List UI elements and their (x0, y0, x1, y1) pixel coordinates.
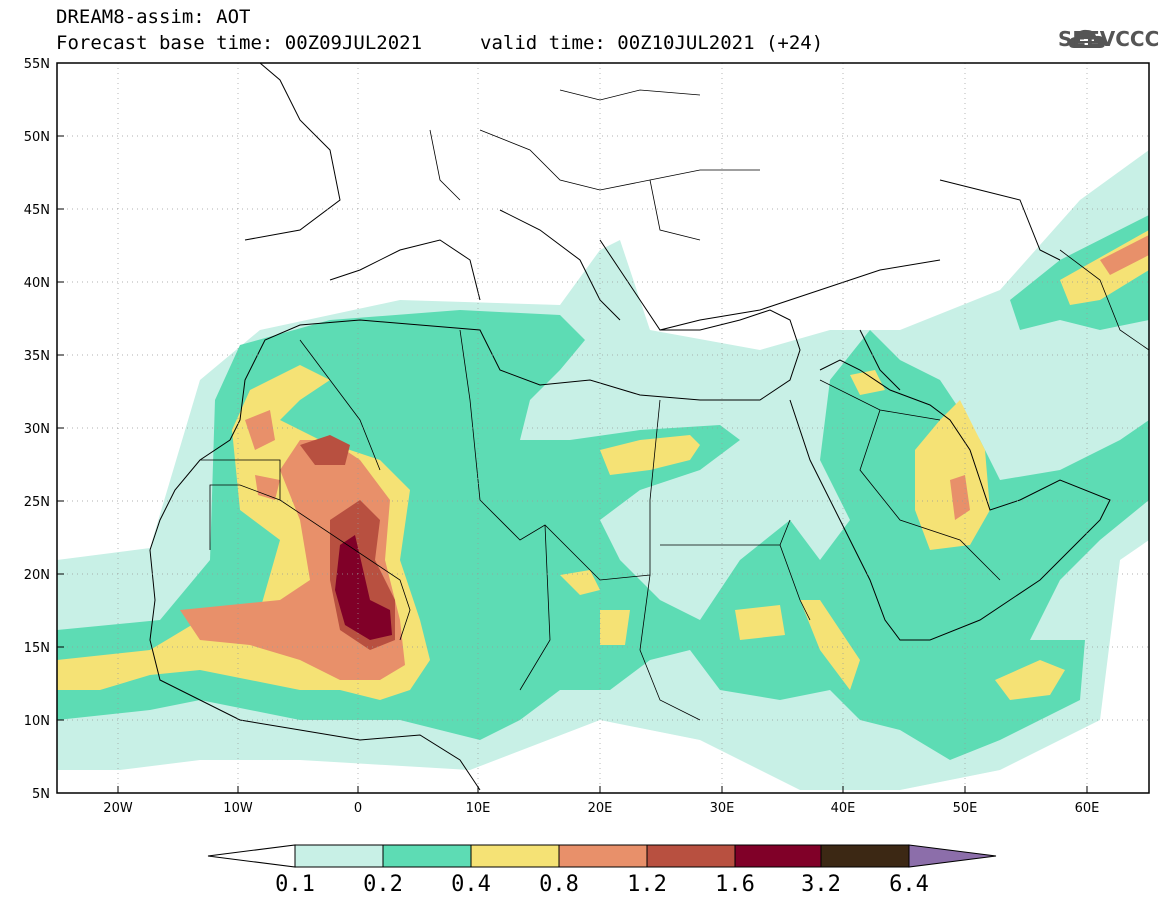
lon-label: 20W (103, 801, 133, 816)
lon-label: 40E (831, 801, 856, 816)
tick-marks (57, 135, 1088, 793)
colorbar-label: 0.4 (451, 872, 491, 897)
lon-label: 10W (223, 801, 253, 816)
aot-level-0.8-caspian (1100, 235, 1149, 275)
colorbar-swatch (382, 844, 472, 868)
colorbar-label: 0.1 (275, 872, 315, 897)
aot-level-0.4-arabia (915, 400, 990, 550)
colorbar-swatch (294, 844, 384, 868)
lon-label: 60E (1075, 801, 1100, 816)
lon-label: 10E (466, 801, 491, 816)
colorbar-swatch (820, 844, 910, 868)
logo-text: SEEVCCC (1058, 27, 1160, 51)
colorbar (207, 844, 997, 868)
lat-label: 20N (24, 568, 50, 583)
colorbar-label: 1.6 (715, 872, 755, 897)
lat-label: 35N (24, 349, 50, 364)
latitude-labels: 55N 50N 45N 40N 35N 30N 25N 20N 15N 10N … (24, 57, 50, 802)
aot-level-1.6 (335, 535, 392, 640)
longitude-labels: 20W 10W 0 10E 20E 30E 40E 50E 60E (103, 801, 1099, 816)
aot-level-0.8-morocco (245, 410, 280, 500)
aot-level-0.4-arabiansea (995, 660, 1065, 700)
colorbar-label: 6.4 (889, 872, 929, 897)
lat-label: 10N (24, 714, 50, 729)
forecast-base-time: Forecast base time: 00Z09JUL2021 (56, 32, 423, 54)
colorbar-label: 1.2 (627, 872, 667, 897)
aot-level-0.4-iraq (850, 370, 885, 395)
colorbar-swatch (734, 844, 822, 868)
coastlines (149, 63, 1111, 791)
lat-lon-grid (57, 63, 1149, 793)
lon-label: 20E (588, 801, 613, 816)
colorbar-low-arrow (207, 844, 296, 868)
lat-label: 40N (24, 276, 50, 291)
aot-level-0.4-sudan (735, 600, 860, 690)
aot-field (57, 150, 1149, 790)
colorbar-label: 3.2 (801, 872, 841, 897)
lat-label: 50N (24, 130, 50, 145)
lon-label: 50E (953, 801, 978, 816)
colorbar-label: 0.2 (363, 872, 403, 897)
lon-label: 0 (354, 801, 362, 816)
valid-time: valid time: 00Z10JUL2021 (+24) (480, 32, 824, 54)
lat-label: 15N (24, 641, 50, 656)
colorbar-high-arrow (908, 844, 997, 868)
map-title: DREAM8-assim: AOT (56, 6, 251, 28)
lat-label: 55N (24, 57, 50, 72)
lat-label: 5N (32, 787, 50, 802)
lat-label: 30N (24, 422, 50, 437)
lon-label: 30E (710, 801, 735, 816)
lat-label: 25N (24, 495, 50, 510)
colorbar-swatch (646, 844, 736, 868)
colorbar-label: 0.8 (539, 872, 579, 897)
lat-label: 45N (24, 203, 50, 218)
aot-level-1.2-north (300, 435, 350, 465)
seevccc-logo (1068, 29, 1106, 48)
aot-level-0.4-libya (600, 435, 700, 475)
colorbar-swatch (558, 844, 648, 868)
borders (200, 89, 1149, 721)
aot-level-0.4-chad (560, 570, 630, 645)
colorbar-swatch (470, 844, 560, 868)
